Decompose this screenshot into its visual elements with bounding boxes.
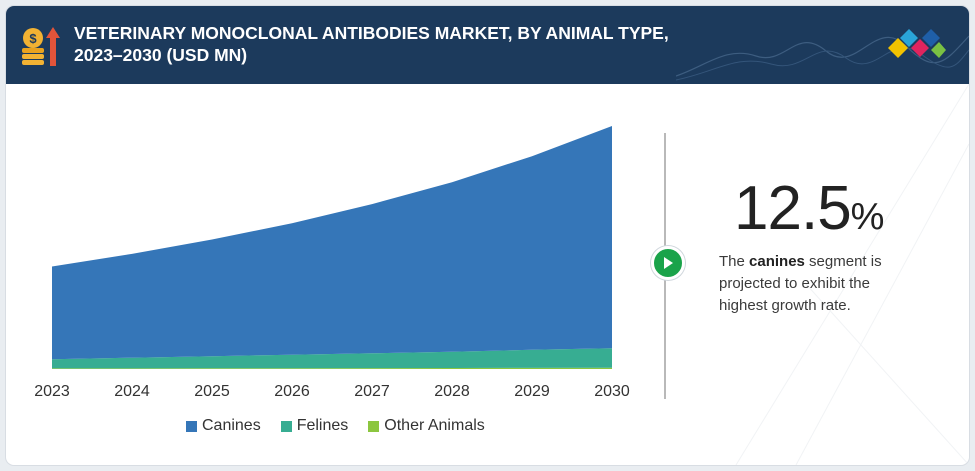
chart-card: $ VETERINARY MONOCLONAL ANTIBODIES MARKE… [6,6,969,465]
play-button[interactable] [651,246,685,280]
legend-item-canines: Canines [186,417,261,435]
x-tick-label: 2027 [354,383,390,400]
area-series-group [52,126,612,369]
legend-label-felines: Felines [296,417,349,434]
area-series-canines [52,126,612,360]
header-wave-decoration [676,35,969,81]
growth-rate-number: 12.5 [734,174,852,243]
legend-label-other-animals: Other Animals [384,417,485,434]
chart-title-line-2: 2023–2030 (USD MN) [74,45,248,65]
description-highlight: canines [749,253,805,270]
growth-rate-description: The canines segment is projected to exhi… [719,251,919,317]
legend-swatch-felines [280,420,292,432]
chart-title-line-1: VETERINARY MONOCLONAL ANTIBODIES MARKET,… [74,23,669,43]
svg-text:$: $ [29,31,37,46]
description-prefix: The [719,253,750,270]
growth-rate-value: 12.5% [734,174,884,252]
description-suffix: segment is projected to exhibit the high… [719,253,882,314]
chart-title: VETERINARY MONOCLONAL ANTIBODIES MARKET,… [74,22,714,66]
background-decoration [735,84,969,465]
x-tick-label: 2024 [114,383,150,400]
legend-item-felines: Felines [280,417,349,435]
header-banner: $ VETERINARY MONOCLONAL ANTIBODIES MARKE… [6,6,969,84]
x-tick-label: 2029 [514,383,550,400]
x-tick-label: 2026 [274,383,310,400]
area-series-other-animals [52,367,612,369]
x-tick-label: 2023 [34,383,70,400]
legend-swatch-other-animals [368,420,380,432]
brand-diamond-logo [888,29,946,58]
legend-item-other-animals: Other Animals [368,417,485,435]
x-tick-label: 2030 [594,383,630,400]
chart-legend: Canines Felines Other Animals [186,414,485,438]
x-tick-label: 2028 [434,383,470,400]
growth-rate-unit: % [850,196,885,238]
play-icon [664,257,673,269]
x-axis-tick-labels: 2023 2024 2025 2026 2027 2028 2029 2030 [34,383,630,400]
area-chart: 2023 2024 2025 2026 2027 2028 2029 2030 [34,126,630,400]
legend-label-canines: Canines [202,417,261,434]
legend-swatch-canines [186,420,197,432]
money-growth-icon: $ [22,27,60,66]
x-tick-label: 2025 [194,383,230,400]
area-series-felines [52,348,612,369]
